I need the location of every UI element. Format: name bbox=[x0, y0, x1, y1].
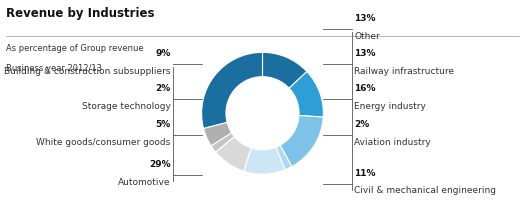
Wedge shape bbox=[262, 52, 307, 88]
Wedge shape bbox=[211, 133, 234, 152]
Text: 5%: 5% bbox=[155, 120, 171, 129]
Text: 11%: 11% bbox=[354, 168, 376, 178]
Text: 2%: 2% bbox=[354, 120, 370, 129]
Wedge shape bbox=[216, 137, 251, 171]
Text: Automotive: Automotive bbox=[118, 178, 171, 187]
Text: Storage technology: Storage technology bbox=[82, 102, 171, 111]
Text: 13%: 13% bbox=[354, 49, 376, 58]
Wedge shape bbox=[276, 145, 292, 170]
Text: Civil & mechanical engineering: Civil & mechanical engineering bbox=[354, 186, 496, 196]
Text: Other: Other bbox=[354, 32, 380, 41]
Text: 13%: 13% bbox=[354, 14, 376, 23]
Text: 29%: 29% bbox=[149, 160, 171, 169]
Wedge shape bbox=[280, 115, 323, 166]
Wedge shape bbox=[289, 71, 323, 117]
Text: Aviation industry: Aviation industry bbox=[354, 138, 431, 147]
Wedge shape bbox=[244, 147, 285, 174]
Text: Energy industry: Energy industry bbox=[354, 102, 426, 111]
Text: As percentage of Group revenue: As percentage of Group revenue bbox=[6, 44, 144, 54]
Text: 2%: 2% bbox=[155, 84, 171, 93]
Text: Railway infrastructure: Railway infrastructure bbox=[354, 67, 454, 76]
Text: Building & construction subsuppliers: Building & construction subsuppliers bbox=[4, 67, 171, 76]
Wedge shape bbox=[204, 122, 232, 146]
Text: 16%: 16% bbox=[354, 84, 376, 93]
Text: Business year 2012/13: Business year 2012/13 bbox=[6, 64, 102, 73]
Text: White goods/consumer goods: White goods/consumer goods bbox=[36, 138, 171, 147]
Text: 9%: 9% bbox=[155, 49, 171, 58]
Wedge shape bbox=[202, 52, 262, 128]
Text: Revenue by Industries: Revenue by Industries bbox=[6, 7, 155, 20]
